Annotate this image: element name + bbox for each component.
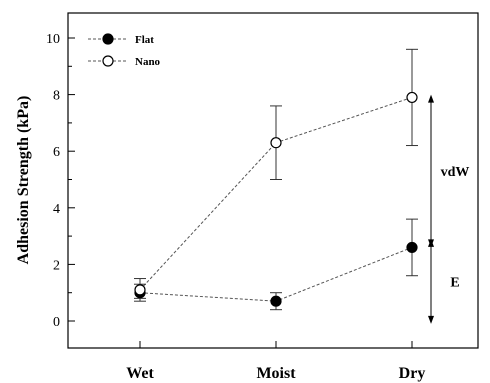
legend-label: Nano: [135, 56, 161, 68]
y-tick-label: 0: [53, 315, 60, 330]
legend-marker: [102, 33, 114, 45]
x-tick-label: Moist: [256, 365, 296, 382]
y-tick-label: 8: [53, 89, 60, 104]
x-tick-label: Dry: [399, 365, 426, 382]
y-tick-label: 6: [53, 145, 60, 160]
plot-frame: [67, 12, 479, 349]
data-point-flat: [406, 241, 418, 254]
annotations: vdW E: [428, 94, 470, 324]
arrow-head: [428, 94, 434, 103]
y-tick-label: 10: [46, 32, 60, 47]
legend: Flat Nano: [88, 33, 161, 68]
y-tick-label: 2: [53, 258, 60, 273]
data-point-nano: [270, 137, 282, 149]
y-axis: 0 2 4 6 8 10: [46, 32, 75, 330]
y-axis-title: Adhesion Strength (kPa): [15, 96, 32, 265]
legend-marker: [102, 55, 114, 67]
annotation-label: E: [450, 275, 459, 290]
legend-label: Flat: [135, 34, 154, 46]
arrow-head: [428, 315, 434, 324]
x-tick-label: Wet: [126, 365, 154, 382]
x-axis: Wet Moist Dry: [126, 341, 425, 382]
data-point-nano: [406, 91, 418, 104]
arrow-head: [428, 238, 434, 247]
data-point-flat: [270, 295, 282, 307]
annotation-label: vdW: [441, 165, 470, 180]
y-tick-label: 4: [53, 202, 60, 217]
data-point-nano: [134, 284, 146, 296]
series-group: [134, 48, 418, 311]
